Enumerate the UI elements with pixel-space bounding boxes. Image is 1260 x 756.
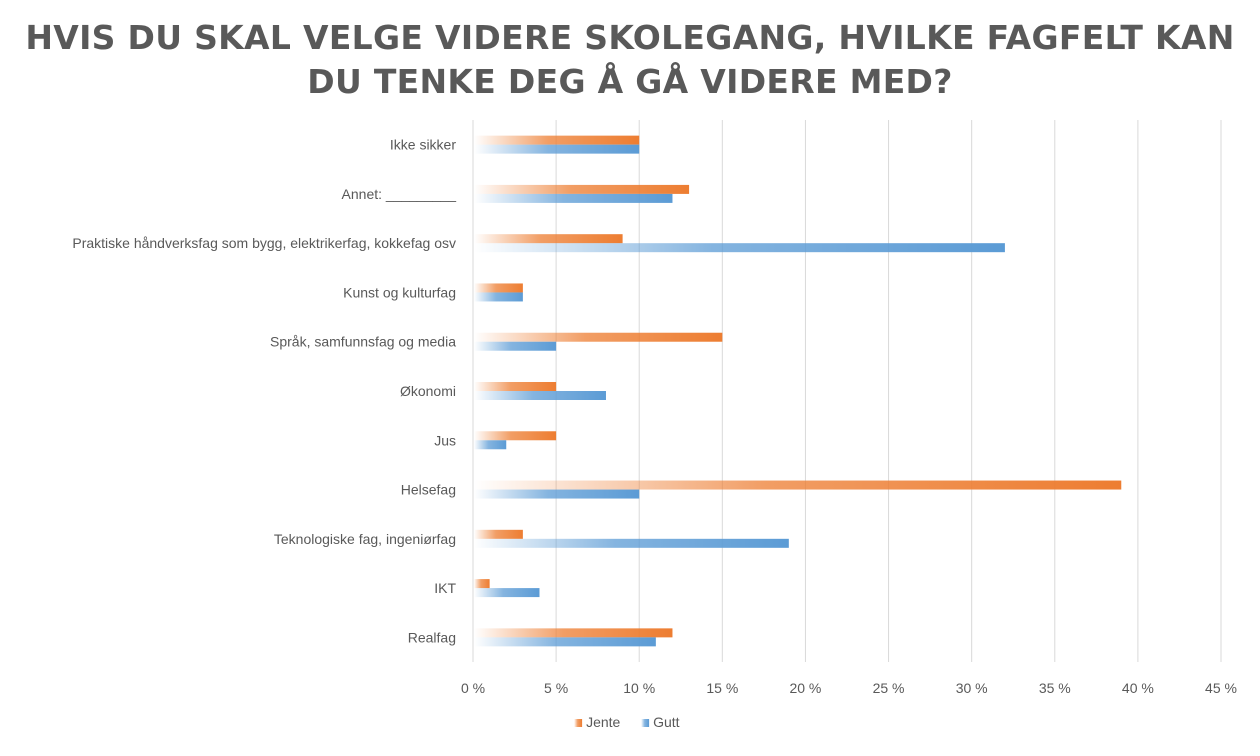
category-label: Praktiske håndverksfag som bygg, elektri… bbox=[72, 235, 456, 251]
bar-gutt bbox=[474, 243, 1005, 253]
x-tick-label: 30 % bbox=[956, 680, 988, 696]
chart-title-line-1: HVIS DU SKAL VELGE VIDERE SKOLEGANG, HVI… bbox=[25, 18, 1235, 57]
category-label: Ikke sikker bbox=[390, 137, 456, 153]
bar-gutt bbox=[474, 144, 640, 154]
bar-gutt bbox=[474, 489, 640, 499]
category-label: Annet: _________ bbox=[342, 186, 457, 202]
bar-gutt bbox=[474, 341, 557, 351]
bar-jente bbox=[474, 480, 1122, 490]
x-tick-label: 15 % bbox=[706, 680, 738, 696]
chart-title-line-2: DU TENKE DEG Å GÅ VIDERE MED? bbox=[307, 62, 953, 101]
category-label: Realfag bbox=[408, 629, 456, 645]
category-label: IKT bbox=[434, 580, 456, 596]
x-tick-label: 20 % bbox=[789, 680, 821, 696]
x-tick-label: 10 % bbox=[623, 680, 655, 696]
category-label: Kunst og kulturfag bbox=[343, 284, 456, 300]
bar-jente bbox=[474, 628, 673, 638]
bar-gutt bbox=[474, 637, 656, 647]
x-tick-label: 45 % bbox=[1205, 680, 1237, 696]
legend-swatch-gutt bbox=[641, 719, 650, 727]
legend-label: Jente bbox=[586, 714, 620, 730]
bar-jente bbox=[474, 579, 490, 589]
bar-gutt bbox=[474, 193, 673, 203]
x-tick-label: 0 % bbox=[461, 680, 485, 696]
x-tick-label: 25 % bbox=[873, 680, 905, 696]
category-label: Språk, samfunnsfag og media bbox=[270, 334, 456, 350]
bar-jente bbox=[474, 234, 623, 244]
category-label: Teknologiske fag, ingeniørfag bbox=[274, 531, 456, 547]
bar-gutt bbox=[474, 440, 507, 450]
category-label: Jus bbox=[434, 432, 456, 448]
bar-jente bbox=[474, 332, 723, 342]
bar-gutt bbox=[474, 292, 523, 302]
bar-jente bbox=[474, 283, 523, 293]
legend-label: Gutt bbox=[653, 714, 680, 730]
x-tick-label: 35 % bbox=[1039, 680, 1071, 696]
bar-gutt bbox=[474, 391, 606, 400]
category-label: Helsefag bbox=[401, 482, 456, 498]
bar-jente bbox=[474, 382, 557, 391]
bar-jente bbox=[474, 529, 523, 539]
bar-gutt bbox=[474, 588, 540, 598]
bar-jente bbox=[474, 431, 557, 441]
x-tick-label: 5 % bbox=[544, 680, 568, 696]
bar-gutt bbox=[474, 538, 789, 548]
x-tick-label: 40 % bbox=[1122, 680, 1154, 696]
legend-swatch-jente bbox=[574, 719, 583, 727]
category-label: Økonomi bbox=[400, 383, 456, 399]
bar-jente bbox=[474, 184, 690, 194]
bar-jente bbox=[474, 135, 640, 145]
